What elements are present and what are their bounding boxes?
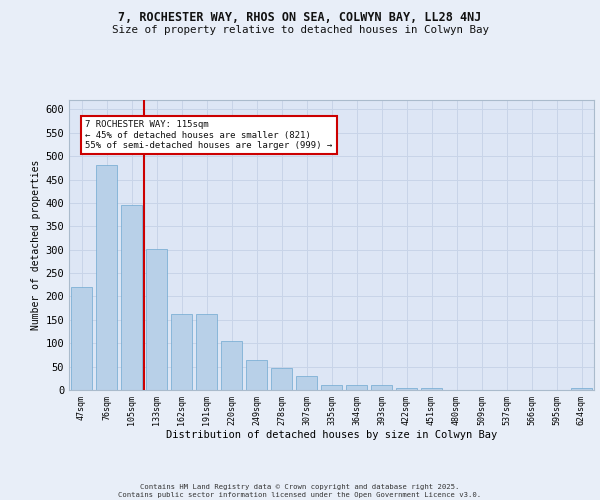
Bar [271, 368, 292, 390]
Bar [96, 166, 117, 390]
Bar [571, 388, 592, 390]
Text: Size of property relative to detached houses in Colwyn Bay: Size of property relative to detached ho… [112, 25, 488, 35]
Text: 7, ROCHESTER WAY, RHOS ON SEA, COLWYN BAY, LL28 4NJ: 7, ROCHESTER WAY, RHOS ON SEA, COLWYN BA… [118, 11, 482, 24]
Bar [146, 248, 167, 390]
Bar [346, 386, 367, 390]
Bar [296, 376, 317, 390]
Bar [421, 388, 442, 390]
Bar [371, 386, 392, 390]
Bar [121, 205, 142, 390]
Bar [321, 386, 342, 390]
Text: Contains HM Land Registry data © Crown copyright and database right 2025.
Contai: Contains HM Land Registry data © Crown c… [118, 484, 482, 498]
Bar [71, 287, 92, 390]
Y-axis label: Number of detached properties: Number of detached properties [31, 160, 41, 330]
Bar [221, 341, 242, 390]
Bar [196, 314, 217, 390]
Bar [171, 314, 192, 390]
Bar [396, 388, 417, 390]
Text: 7 ROCHESTER WAY: 115sqm
← 45% of detached houses are smaller (821)
55% of semi-d: 7 ROCHESTER WAY: 115sqm ← 45% of detache… [85, 120, 332, 150]
Bar [246, 360, 267, 390]
X-axis label: Distribution of detached houses by size in Colwyn Bay: Distribution of detached houses by size … [166, 430, 497, 440]
